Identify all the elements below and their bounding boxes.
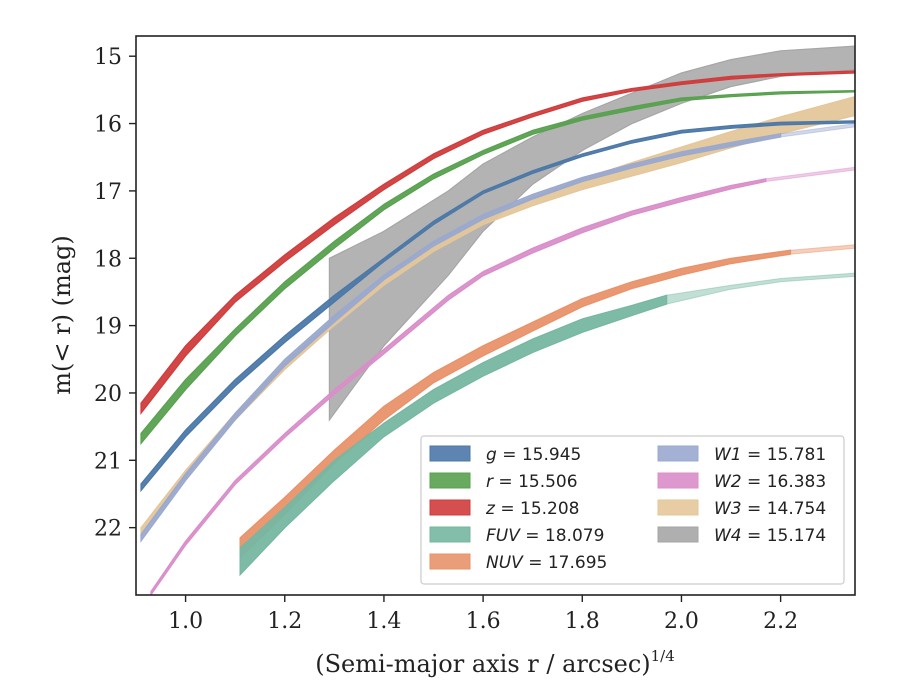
legend-band-total: 16.383 (767, 472, 826, 492)
y-tick-label: 22 (94, 517, 122, 542)
legend-label-w3: W3 = 14.754 (714, 499, 826, 519)
series-g (140, 120, 855, 493)
legend-equals: = (742, 472, 767, 492)
legend-band-name: W4 (714, 526, 742, 546)
series-layer (140, 45, 855, 595)
series-w4 (328, 45, 855, 422)
legend-band-total: 15.174 (767, 526, 826, 546)
y-tick-label: 18 (94, 247, 122, 272)
legend-swatch-w3 (657, 499, 699, 516)
y-axis-title: m(< r) (mag) (48, 235, 76, 394)
legend-band-name: FUV (486, 526, 521, 546)
series-z (140, 70, 855, 415)
legend-label-w1: W1 = 15.781 (714, 445, 826, 465)
x-tick-label: 2.0 (664, 609, 699, 634)
legend-swatch-fuv (429, 526, 471, 543)
legend-label-nuv: NUV = 17.695 (486, 553, 607, 573)
legend-label-g: g = 15.945 (486, 445, 581, 465)
legend-swatch-w2 (657, 472, 699, 489)
x-tick-label: 1.0 (168, 609, 203, 634)
legend-equals: = (523, 553, 548, 573)
series-w1 (140, 123, 855, 543)
legend-equals: = (742, 526, 767, 546)
series-r-band (140, 89, 855, 446)
legend-band-total: 15.945 (522, 445, 581, 465)
x-tick-label: 1.2 (267, 609, 302, 634)
legend-band-name: r (486, 472, 494, 492)
series-fuv-band (239, 294, 668, 577)
legend-swatch-w4 (657, 526, 699, 543)
series-nuv (239, 244, 855, 560)
legend-band-name: g (486, 445, 497, 465)
y-tick-label: 21 (94, 449, 122, 474)
legend-label-fuv: FUV = 18.079 (486, 526, 604, 546)
x-tick-label: 1.6 (466, 609, 501, 634)
legend-equals: = (520, 526, 545, 546)
legend-band-total: 14.754 (767, 499, 826, 519)
legend-swatch-nuv (429, 553, 471, 570)
legend-swatch-g (429, 445, 471, 462)
x-tick-label: 2.2 (763, 609, 798, 634)
legend-band-name: W2 (714, 472, 742, 492)
y-tick-label: 19 (94, 315, 122, 340)
legend-band-name: NUV (486, 553, 524, 573)
legend-swatch-r (429, 472, 471, 489)
series-g-band (140, 120, 855, 493)
series-fuv-extrapolated (666, 272, 855, 305)
legend-band-total: 15.781 (767, 445, 826, 465)
legend-equals: = (495, 499, 520, 519)
legend-band-total: 18.079 (545, 526, 604, 546)
x-tick-label: 1.8 (565, 609, 600, 634)
legend-label-z: z = 15.208 (485, 499, 579, 519)
x-axis-title-main: (Semi-major axis r / arcsec) (315, 650, 650, 678)
legend-equals: = (742, 499, 767, 519)
legend-band-total: 15.208 (520, 499, 579, 519)
legend-band-total: 15.506 (518, 472, 577, 492)
series-z-band (140, 70, 855, 415)
legend-box (420, 435, 845, 585)
legend-label-w4: W4 = 15.174 (714, 526, 826, 546)
legend-band-name: z (485, 499, 496, 519)
legend-swatch-w1 (657, 445, 699, 462)
y-tick-label: 20 (94, 382, 122, 407)
legend-equals: = (742, 445, 767, 465)
legend-band-name: W1 (714, 445, 742, 465)
series-nuv-extrapolated (790, 244, 855, 255)
series-w2-extrapolated (765, 166, 855, 183)
series-w1-band (140, 132, 782, 543)
x-axis: 1.0 1.2 1.4 1.6 1.8 2.0 2.2 (168, 595, 798, 634)
y-tick-label: 16 (94, 113, 122, 138)
x-tick-label: 1.4 (366, 609, 401, 634)
legend: g = 15.945 r = 15.506 z = 15.208 FUV = 18.0… (420, 435, 845, 585)
legend-equals: = (497, 445, 522, 465)
plot-frame (135, 35, 856, 596)
y-tick-label: 15 (94, 45, 122, 70)
legend-label-r: r = 15.506 (486, 472, 578, 492)
x-axis-title: (Semi-major axis r / arcsec)1/4 (315, 647, 675, 678)
legend-band-name: W3 (714, 499, 742, 519)
legend-band-total: 17.695 (548, 553, 607, 573)
y-axis: 15 16 17 18 19 20 21 22 (94, 45, 136, 542)
series-w1-extrapolated (780, 123, 855, 138)
y-tick-label: 17 (94, 180, 122, 205)
series-r (140, 89, 855, 446)
series-w2-band (150, 178, 767, 595)
x-axis-title-superscript: 1/4 (651, 647, 675, 665)
series-w4-band (328, 45, 855, 422)
series-fuv (239, 272, 855, 577)
legend-swatch-z (429, 499, 471, 516)
legend-equals: = (493, 472, 518, 492)
series-w2 (150, 166, 855, 595)
legend-label-w2: W2 = 16.383 (714, 472, 826, 492)
series-nuv-band (239, 249, 792, 560)
